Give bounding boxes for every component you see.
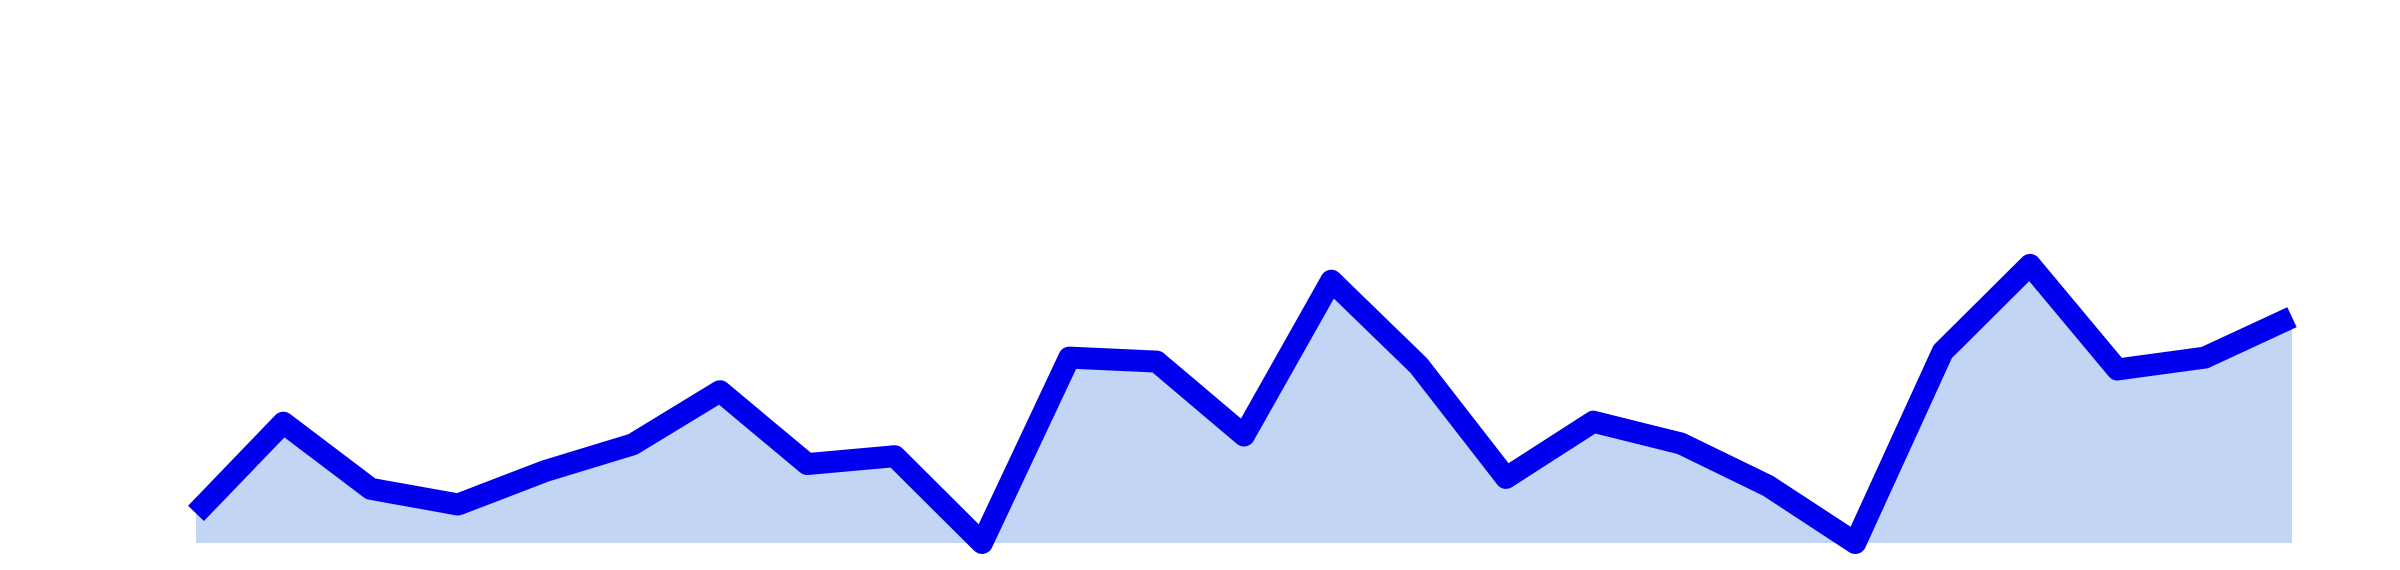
series-line-0 — [188, 253, 2297, 554]
series-area-0 — [196, 264, 2292, 543]
plot-area — [188, 253, 2297, 554]
